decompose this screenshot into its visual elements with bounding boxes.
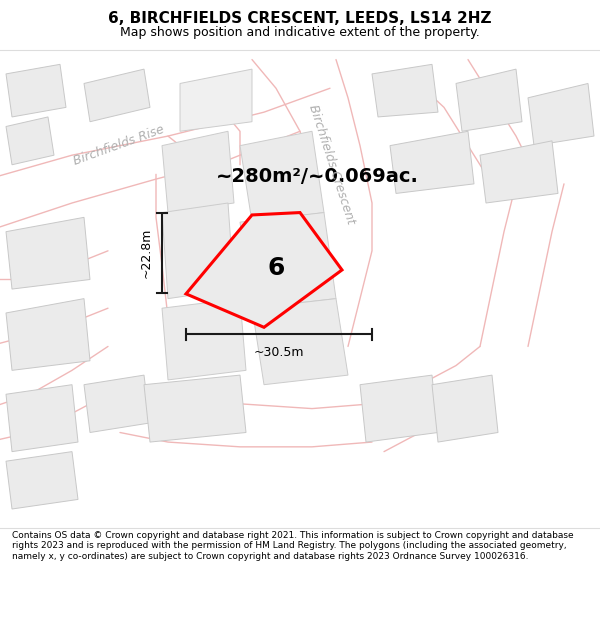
Text: Birchfields Crescent: Birchfields Crescent [306, 103, 357, 226]
Polygon shape [6, 452, 78, 509]
Polygon shape [240, 131, 324, 222]
Text: ~280m²/~0.069ac.: ~280m²/~0.069ac. [216, 168, 419, 186]
Polygon shape [180, 69, 252, 131]
Polygon shape [186, 213, 342, 328]
Polygon shape [240, 213, 336, 308]
Polygon shape [162, 131, 234, 212]
Polygon shape [390, 131, 474, 194]
Text: Contains OS data © Crown copyright and database right 2021. This information is : Contains OS data © Crown copyright and d… [12, 531, 574, 561]
Polygon shape [528, 84, 594, 146]
Polygon shape [432, 375, 498, 442]
Text: 6, BIRCHFIELDS CRESCENT, LEEDS, LS14 2HZ: 6, BIRCHFIELDS CRESCENT, LEEDS, LS14 2HZ [108, 11, 492, 26]
Text: Birchfields Rise: Birchfields Rise [72, 123, 167, 168]
Polygon shape [162, 299, 246, 380]
Polygon shape [144, 375, 246, 442]
Polygon shape [84, 69, 150, 122]
Polygon shape [480, 141, 558, 203]
Text: ~22.8m: ~22.8m [140, 228, 153, 278]
Polygon shape [456, 69, 522, 131]
Polygon shape [360, 375, 438, 442]
Polygon shape [252, 299, 348, 384]
Text: Map shows position and indicative extent of the property.: Map shows position and indicative extent… [120, 26, 480, 39]
Text: ~30.5m: ~30.5m [254, 346, 304, 359]
Polygon shape [84, 375, 150, 432]
Polygon shape [6, 384, 78, 452]
Polygon shape [6, 299, 90, 371]
Polygon shape [372, 64, 438, 117]
Polygon shape [6, 64, 66, 117]
Polygon shape [6, 217, 90, 289]
Polygon shape [6, 117, 54, 165]
Text: 6: 6 [268, 256, 284, 279]
Polygon shape [162, 203, 234, 299]
